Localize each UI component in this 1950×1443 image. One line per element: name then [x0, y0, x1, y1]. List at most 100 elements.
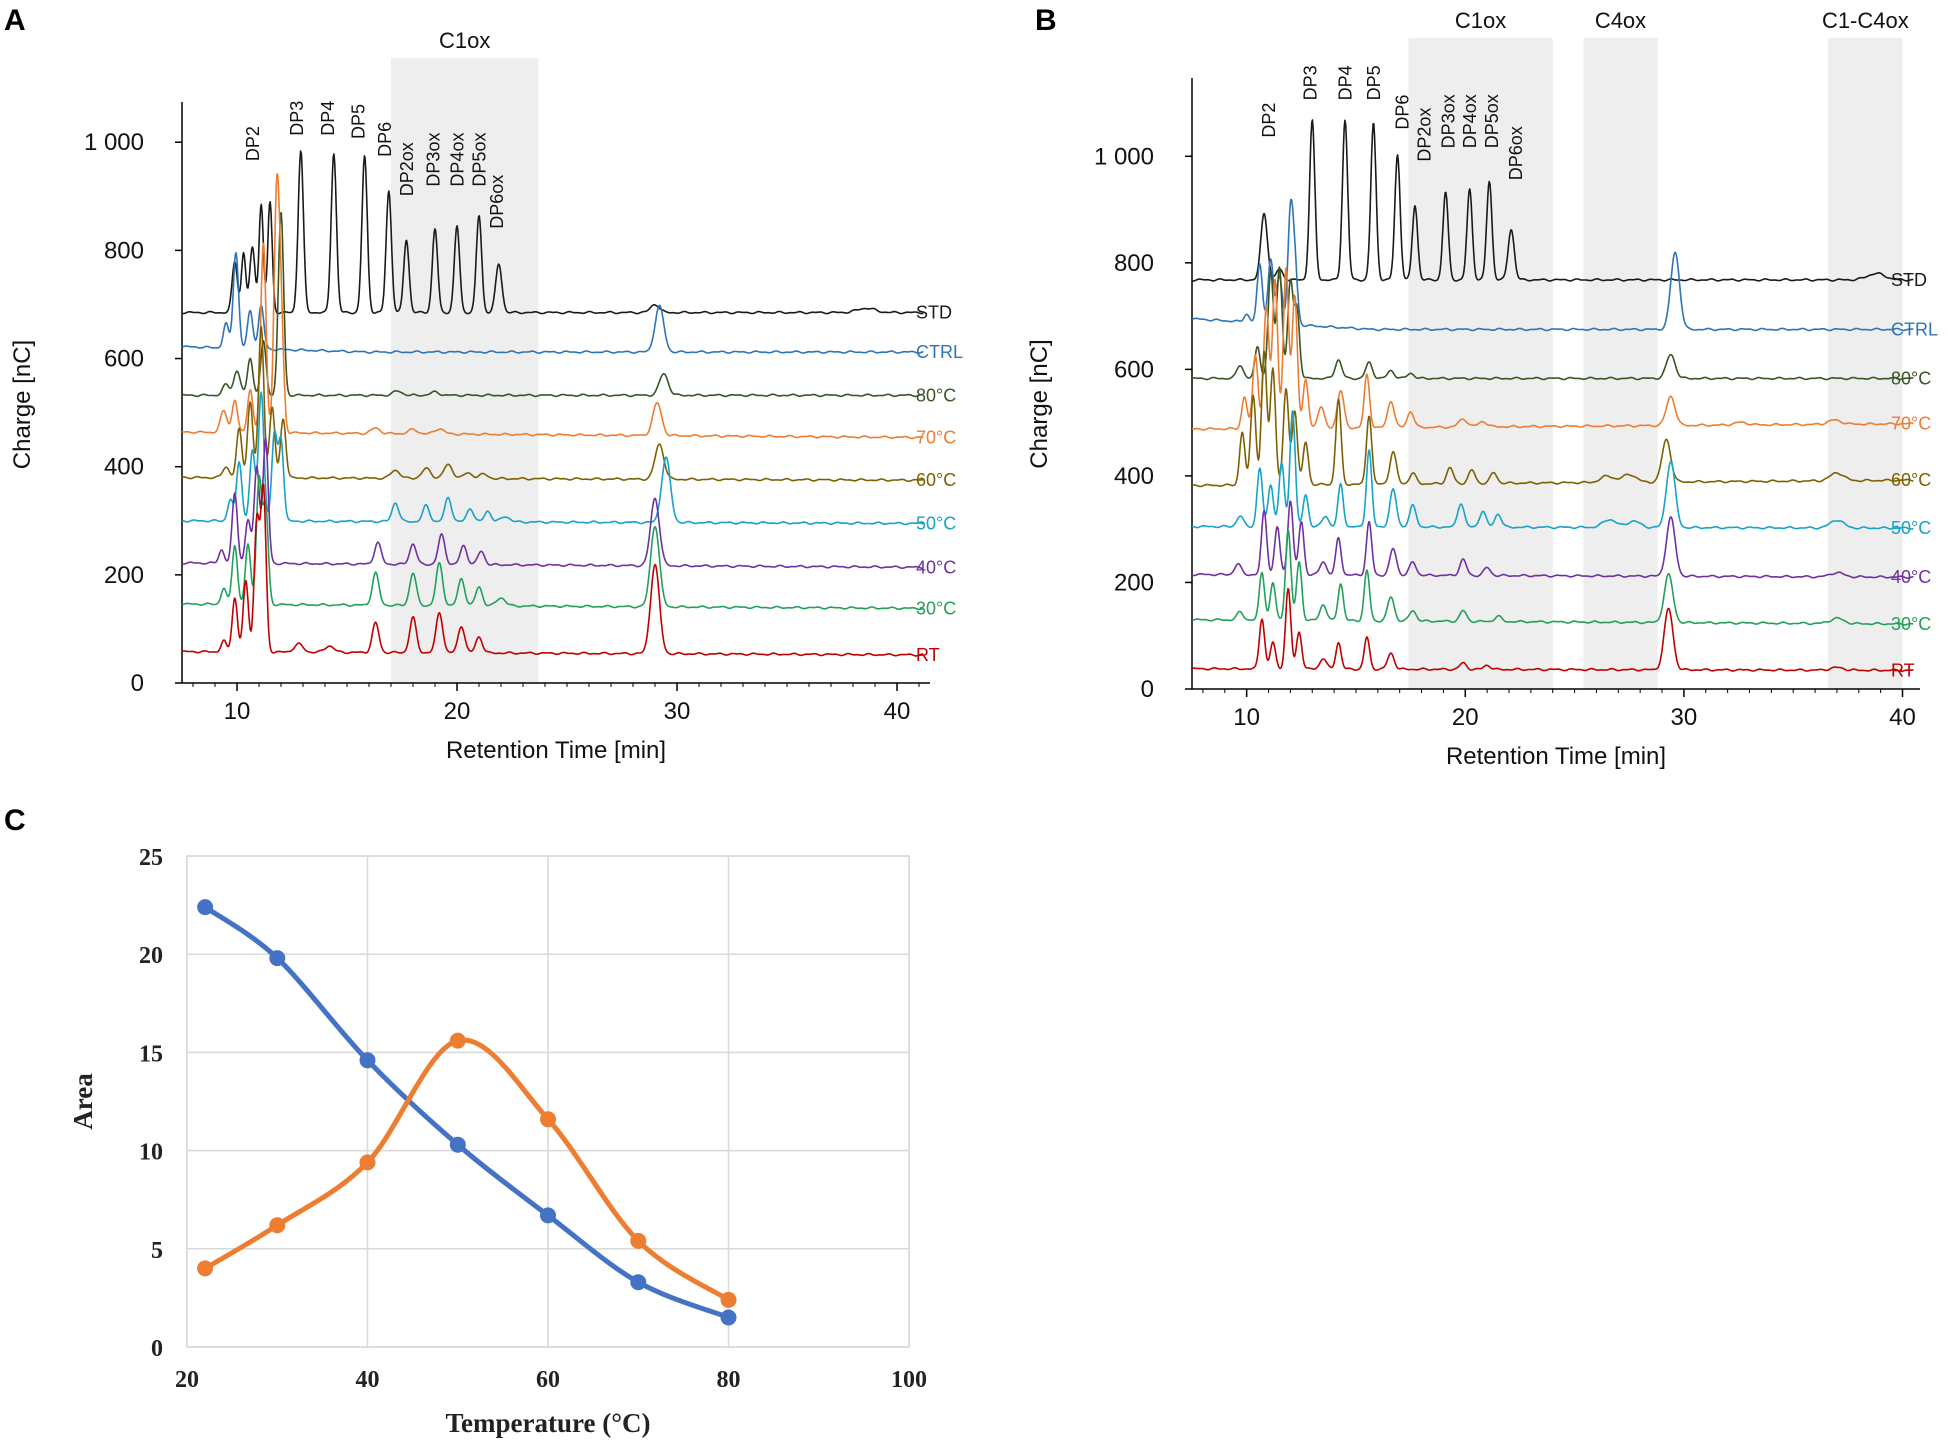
- point-series-blue: [449, 1136, 466, 1153]
- x-tick-label: 20: [1452, 704, 1479, 731]
- trace-50c: [1191, 410, 1914, 530]
- x-tick-label: 40: [884, 698, 911, 725]
- point-series-blue: [359, 1052, 376, 1069]
- y-tick-label: 800: [104, 237, 144, 264]
- x-tick-label: 10: [1233, 704, 1260, 731]
- trace-label-70c: 70°C: [916, 427, 956, 447]
- trace-ctrl: [181, 251, 924, 354]
- chromatogram-panel-b: C1ox C4ox C1-C4ox 0 200 400 600 800 1 000 10 20 30 4…: [1026, 8, 1938, 770]
- plot-area-frame: [186, 855, 910, 1348]
- point-series-blue: [540, 1207, 556, 1224]
- panel-letter-b: B: [1035, 4, 1057, 37]
- trace-60c: [1191, 350, 1914, 488]
- trace-40c: [181, 437, 924, 570]
- y-tick-label: 200: [1114, 569, 1154, 596]
- trace-rt: [1191, 587, 1914, 673]
- y-tick-label: 600: [104, 346, 144, 373]
- point-series-blue: [630, 1274, 647, 1291]
- trace-label-80c: 80°C: [916, 385, 956, 405]
- line-series-orange: [202, 1037, 731, 1303]
- x-axis-title: Temperature (°C): [445, 1408, 650, 1438]
- y-tick-label: 200: [104, 562, 144, 589]
- trace-label-40c: 40°C: [916, 557, 956, 577]
- peak-label-dp2ox: DP2ox: [397, 142, 417, 196]
- y-tick-label: 0: [131, 670, 144, 697]
- point-series-orange: [359, 1154, 376, 1171]
- point-series-orange: [269, 1217, 286, 1234]
- x-tick-label: 40: [1889, 704, 1916, 731]
- trace-50c: [181, 391, 924, 526]
- panel-letter-c: C: [4, 804, 26, 837]
- x-axis-title: Retention Time [min]: [1446, 743, 1666, 770]
- y-tick-label: 15: [139, 1041, 163, 1067]
- trace-label-std: STD: [1891, 270, 1927, 290]
- point-series-orange: [540, 1111, 556, 1128]
- trace-std: [181, 150, 924, 315]
- peak-label-dp4: DP4: [318, 101, 338, 136]
- area-vs-temperature-panel-c: 0 5 10 15 20 25 20 40 60 80 100 Temperature (°C) Are…: [68, 845, 927, 1438]
- peak-label-dp5: DP5: [1364, 65, 1384, 100]
- x-tick-label: 100: [891, 1367, 927, 1393]
- y-tick-label: 0: [151, 1336, 163, 1362]
- trace-label-50c: 50°C: [1891, 518, 1931, 538]
- trace-30c: [1191, 529, 1914, 626]
- point-series-blue: [269, 950, 286, 967]
- trace-label-30c: 30°C: [916, 598, 956, 618]
- trace-label-30c: 30°C: [1891, 614, 1931, 634]
- x-tick-label: 10: [224, 698, 251, 725]
- trace-rt: [181, 482, 924, 657]
- region-label-c1ox: C1ox: [1455, 8, 1506, 33]
- peak-label-dp5ox: DP5ox: [470, 133, 490, 187]
- y-tick-label: 1 000: [1094, 143, 1154, 170]
- y-tick-label: 1 000: [84, 129, 144, 156]
- y-tick-label: 20: [139, 943, 163, 969]
- trace-label-ctrl: CTRL: [1891, 319, 1938, 339]
- peak-label-dp3ox: DP3ox: [1438, 94, 1458, 148]
- peak-label-dp6ox: DP6ox: [487, 175, 507, 229]
- y-tick-label: 0: [1141, 676, 1154, 703]
- x-axis-title: Retention Time [min]: [446, 737, 666, 764]
- region-label-c4ox: C4ox: [1595, 8, 1646, 33]
- peak-label-dp2: DP2: [1259, 103, 1279, 138]
- point-series-blue: [197, 899, 214, 916]
- trace-30c: [181, 474, 924, 611]
- trace-label-rt: RT: [916, 645, 940, 665]
- region-shade-c1ox: [1408, 38, 1553, 689]
- peak-label-dp3ox: DP3ox: [423, 133, 443, 187]
- peak-label-dp6: DP6: [375, 122, 395, 157]
- point-series-orange: [197, 1260, 214, 1277]
- trace-label-70c: 70°C: [1891, 414, 1931, 434]
- peak-label-dp5ox: DP5ox: [1482, 94, 1502, 148]
- peak-label-dp2ox: DP2ox: [1414, 108, 1434, 162]
- trace-70c: [181, 173, 924, 440]
- x-tick-label: 80: [717, 1367, 741, 1393]
- trace-label-rt: RT: [1891, 660, 1915, 680]
- x-tick-label: 30: [664, 698, 691, 725]
- trace-label-50c: 50°C: [916, 513, 956, 533]
- region-label-c1-c4ox: C1-C4ox: [1822, 8, 1909, 33]
- y-tick-label: 10: [139, 1140, 163, 1166]
- x-tick-label: 20: [444, 698, 471, 725]
- point-series-orange: [630, 1232, 647, 1249]
- peak-label-dp3: DP3: [287, 101, 307, 136]
- y-axis-title: Area: [68, 1073, 98, 1130]
- trace-80c: [1191, 266, 1914, 381]
- trace-label-40c: 40°C: [1891, 567, 1931, 587]
- y-tick-label: 5: [151, 1238, 163, 1264]
- trace-label-60c: 60°C: [916, 470, 956, 490]
- trace-label-std: STD: [916, 303, 952, 323]
- peak-label-dp6ox: DP6ox: [1506, 126, 1526, 180]
- point-series-blue: [720, 1309, 737, 1326]
- y-tick-label: 25: [139, 845, 163, 871]
- chromatogram-panel-a: C1ox 0 200 400 600 800 1 000 10 20 30 40 Retention …: [9, 28, 963, 764]
- y-axis-title: Charge [nC]: [1026, 339, 1053, 468]
- trace-80c: [181, 212, 924, 398]
- y-tick-label: 800: [1114, 250, 1154, 277]
- peak-label-dp4ox: DP4ox: [1460, 94, 1480, 148]
- trace-label-ctrl: CTRL: [916, 342, 963, 362]
- peak-label-dp2: DP2: [243, 126, 263, 161]
- peak-label-dp4: DP4: [1336, 65, 1356, 100]
- line-series-blue: [202, 904, 731, 1320]
- trace-40c: [1191, 500, 1914, 579]
